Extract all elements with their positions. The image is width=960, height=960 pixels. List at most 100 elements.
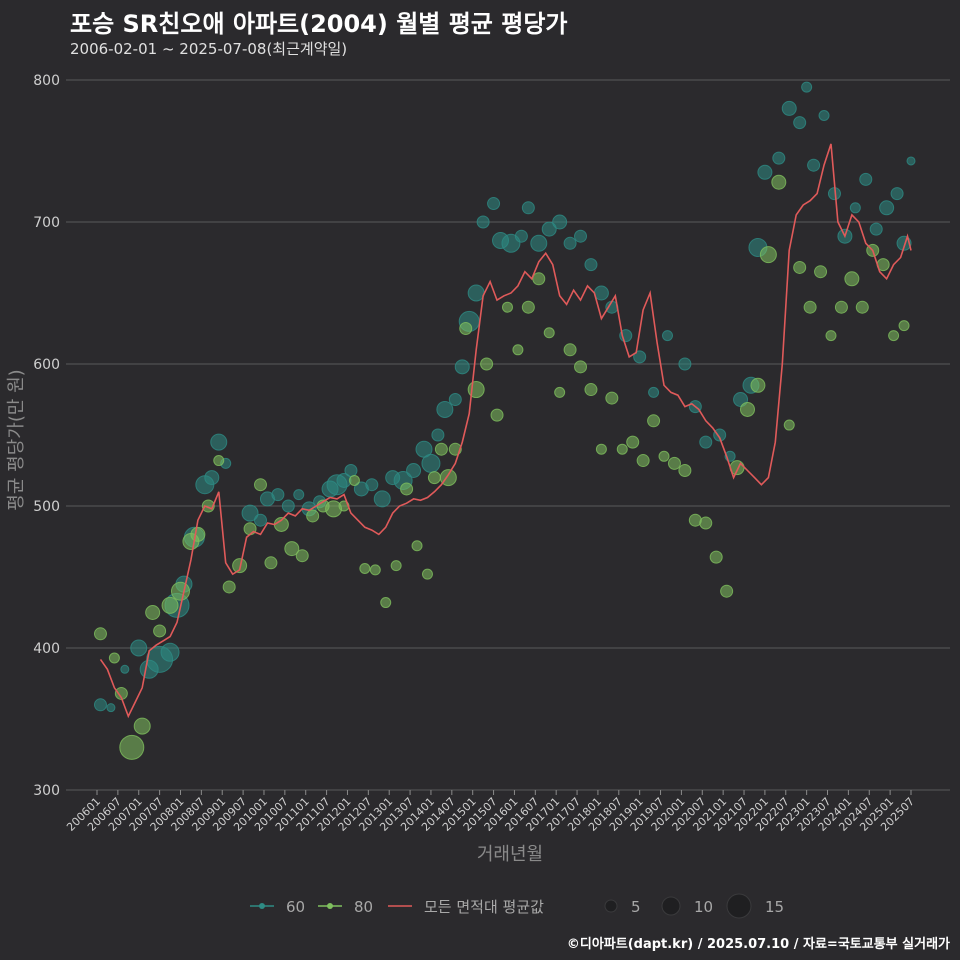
data-point-80 — [434, 442, 448, 456]
x-axis-label: 거래년월 — [477, 844, 543, 865]
data-point-60 — [406, 463, 422, 478]
data-point-80 — [501, 301, 513, 313]
data-point-80 — [888, 330, 900, 342]
data-point-80 — [595, 443, 607, 455]
data-point-80 — [699, 516, 713, 530]
data-point-60 — [514, 229, 528, 243]
data-point-60 — [648, 386, 660, 398]
data-point-60 — [818, 110, 830, 121]
data-point-60 — [678, 357, 692, 371]
y-tick-label: 500 — [33, 499, 60, 515]
data-point-60 — [120, 664, 130, 674]
data-point-80 — [325, 500, 343, 518]
data-point-80 — [145, 605, 161, 620]
data-point-60 — [448, 393, 462, 406]
data-point-80 — [390, 560, 402, 572]
legend-size-label: 15 — [765, 898, 784, 916]
data-point-80 — [243, 522, 257, 536]
data-point-80 — [834, 300, 848, 314]
data-point-80 — [563, 343, 577, 357]
data-point-80 — [170, 581, 190, 601]
data-point-80 — [814, 265, 828, 279]
average-series-line — [99, 143, 912, 719]
chart-subtitle: 2006-02-01 ~ 2025-07-08(최근계약일) — [70, 40, 348, 58]
legend-label: 모든 면적대 평균값 — [424, 898, 544, 916]
data-point-60 — [204, 470, 220, 486]
legend-label: 80 — [354, 898, 373, 916]
credit-line: ©디아파트(dapt.kr) / 2025.07.10 / 자료=국토교통부 실… — [566, 937, 950, 952]
data-point-60 — [130, 639, 148, 657]
data-point-80 — [543, 327, 555, 339]
legend-size-label: 5 — [631, 898, 641, 916]
data-point-60 — [859, 172, 873, 186]
data-point-80 — [636, 454, 650, 468]
data-point-80 — [658, 450, 670, 462]
y-tick-label: 700 — [33, 215, 60, 231]
data-point-80 — [119, 734, 145, 760]
data-point-80 — [720, 584, 734, 598]
data-point-80 — [898, 320, 910, 332]
data-point-60 — [890, 187, 904, 201]
data-point-80 — [306, 509, 320, 523]
data-point-60 — [431, 428, 445, 442]
data-point-60 — [713, 428, 727, 442]
data-point-80 — [153, 624, 167, 638]
data-point-60 — [793, 116, 807, 130]
data-point-60 — [772, 151, 786, 165]
data-point-60 — [521, 201, 535, 215]
data-point-80 — [759, 246, 777, 264]
data-point-80 — [264, 556, 278, 570]
data-point-80 — [574, 360, 588, 374]
data-point-80 — [222, 580, 236, 594]
data-point-60 — [661, 330, 673, 342]
x-axis-ticks: 2006012006072007012007072008012008072009… — [64, 790, 917, 834]
data-point-80 — [783, 419, 795, 431]
data-point-60 — [781, 100, 797, 116]
data-point-60 — [584, 258, 598, 272]
legend-key-dot — [259, 903, 265, 909]
data-point-80 — [411, 540, 423, 552]
data-point-80 — [369, 564, 381, 576]
data-point-80 — [133, 717, 151, 735]
data-point-60 — [421, 453, 441, 473]
data-point-60 — [160, 642, 180, 662]
y-tick-label: 600 — [33, 357, 60, 373]
data-point-80 — [421, 568, 433, 580]
data-point-80 — [521, 300, 535, 314]
legend-size-circle — [726, 893, 752, 919]
data-point-60 — [293, 489, 305, 501]
data-point-80 — [803, 300, 817, 314]
grid-lines — [66, 79, 950, 791]
data-point-60 — [271, 488, 285, 502]
data-point-80 — [295, 549, 309, 563]
data-point-80 — [844, 271, 860, 287]
data-point-80 — [616, 443, 628, 455]
data-point-60 — [563, 236, 577, 250]
data-point-60 — [552, 214, 568, 230]
data-point-80 — [647, 414, 661, 428]
data-point-80 — [490, 408, 504, 422]
data-point-80 — [400, 482, 414, 496]
data-point-80 — [855, 300, 869, 314]
data-point-80 — [667, 456, 681, 470]
data-point-60 — [757, 164, 773, 180]
data-point-60 — [253, 513, 267, 527]
legend-label: 60 — [286, 898, 305, 916]
data-point-80 — [750, 377, 766, 393]
data-point-60 — [210, 433, 228, 451]
data-points — [93, 81, 916, 760]
data-point-80 — [626, 435, 640, 449]
data-point-80 — [678, 464, 692, 477]
data-point-80 — [459, 322, 473, 335]
legend-size-label: 10 — [694, 898, 713, 916]
legend-key-dot — [327, 903, 333, 909]
data-point-60 — [454, 359, 470, 375]
data-point-60 — [633, 350, 647, 364]
data-point-80 — [380, 597, 392, 609]
data-point-80 — [161, 596, 179, 614]
data-point-60 — [906, 156, 916, 166]
data-point-80 — [190, 526, 206, 542]
data-point-60 — [365, 478, 379, 492]
data-point-80 — [605, 391, 619, 405]
data-point-60 — [530, 234, 548, 252]
